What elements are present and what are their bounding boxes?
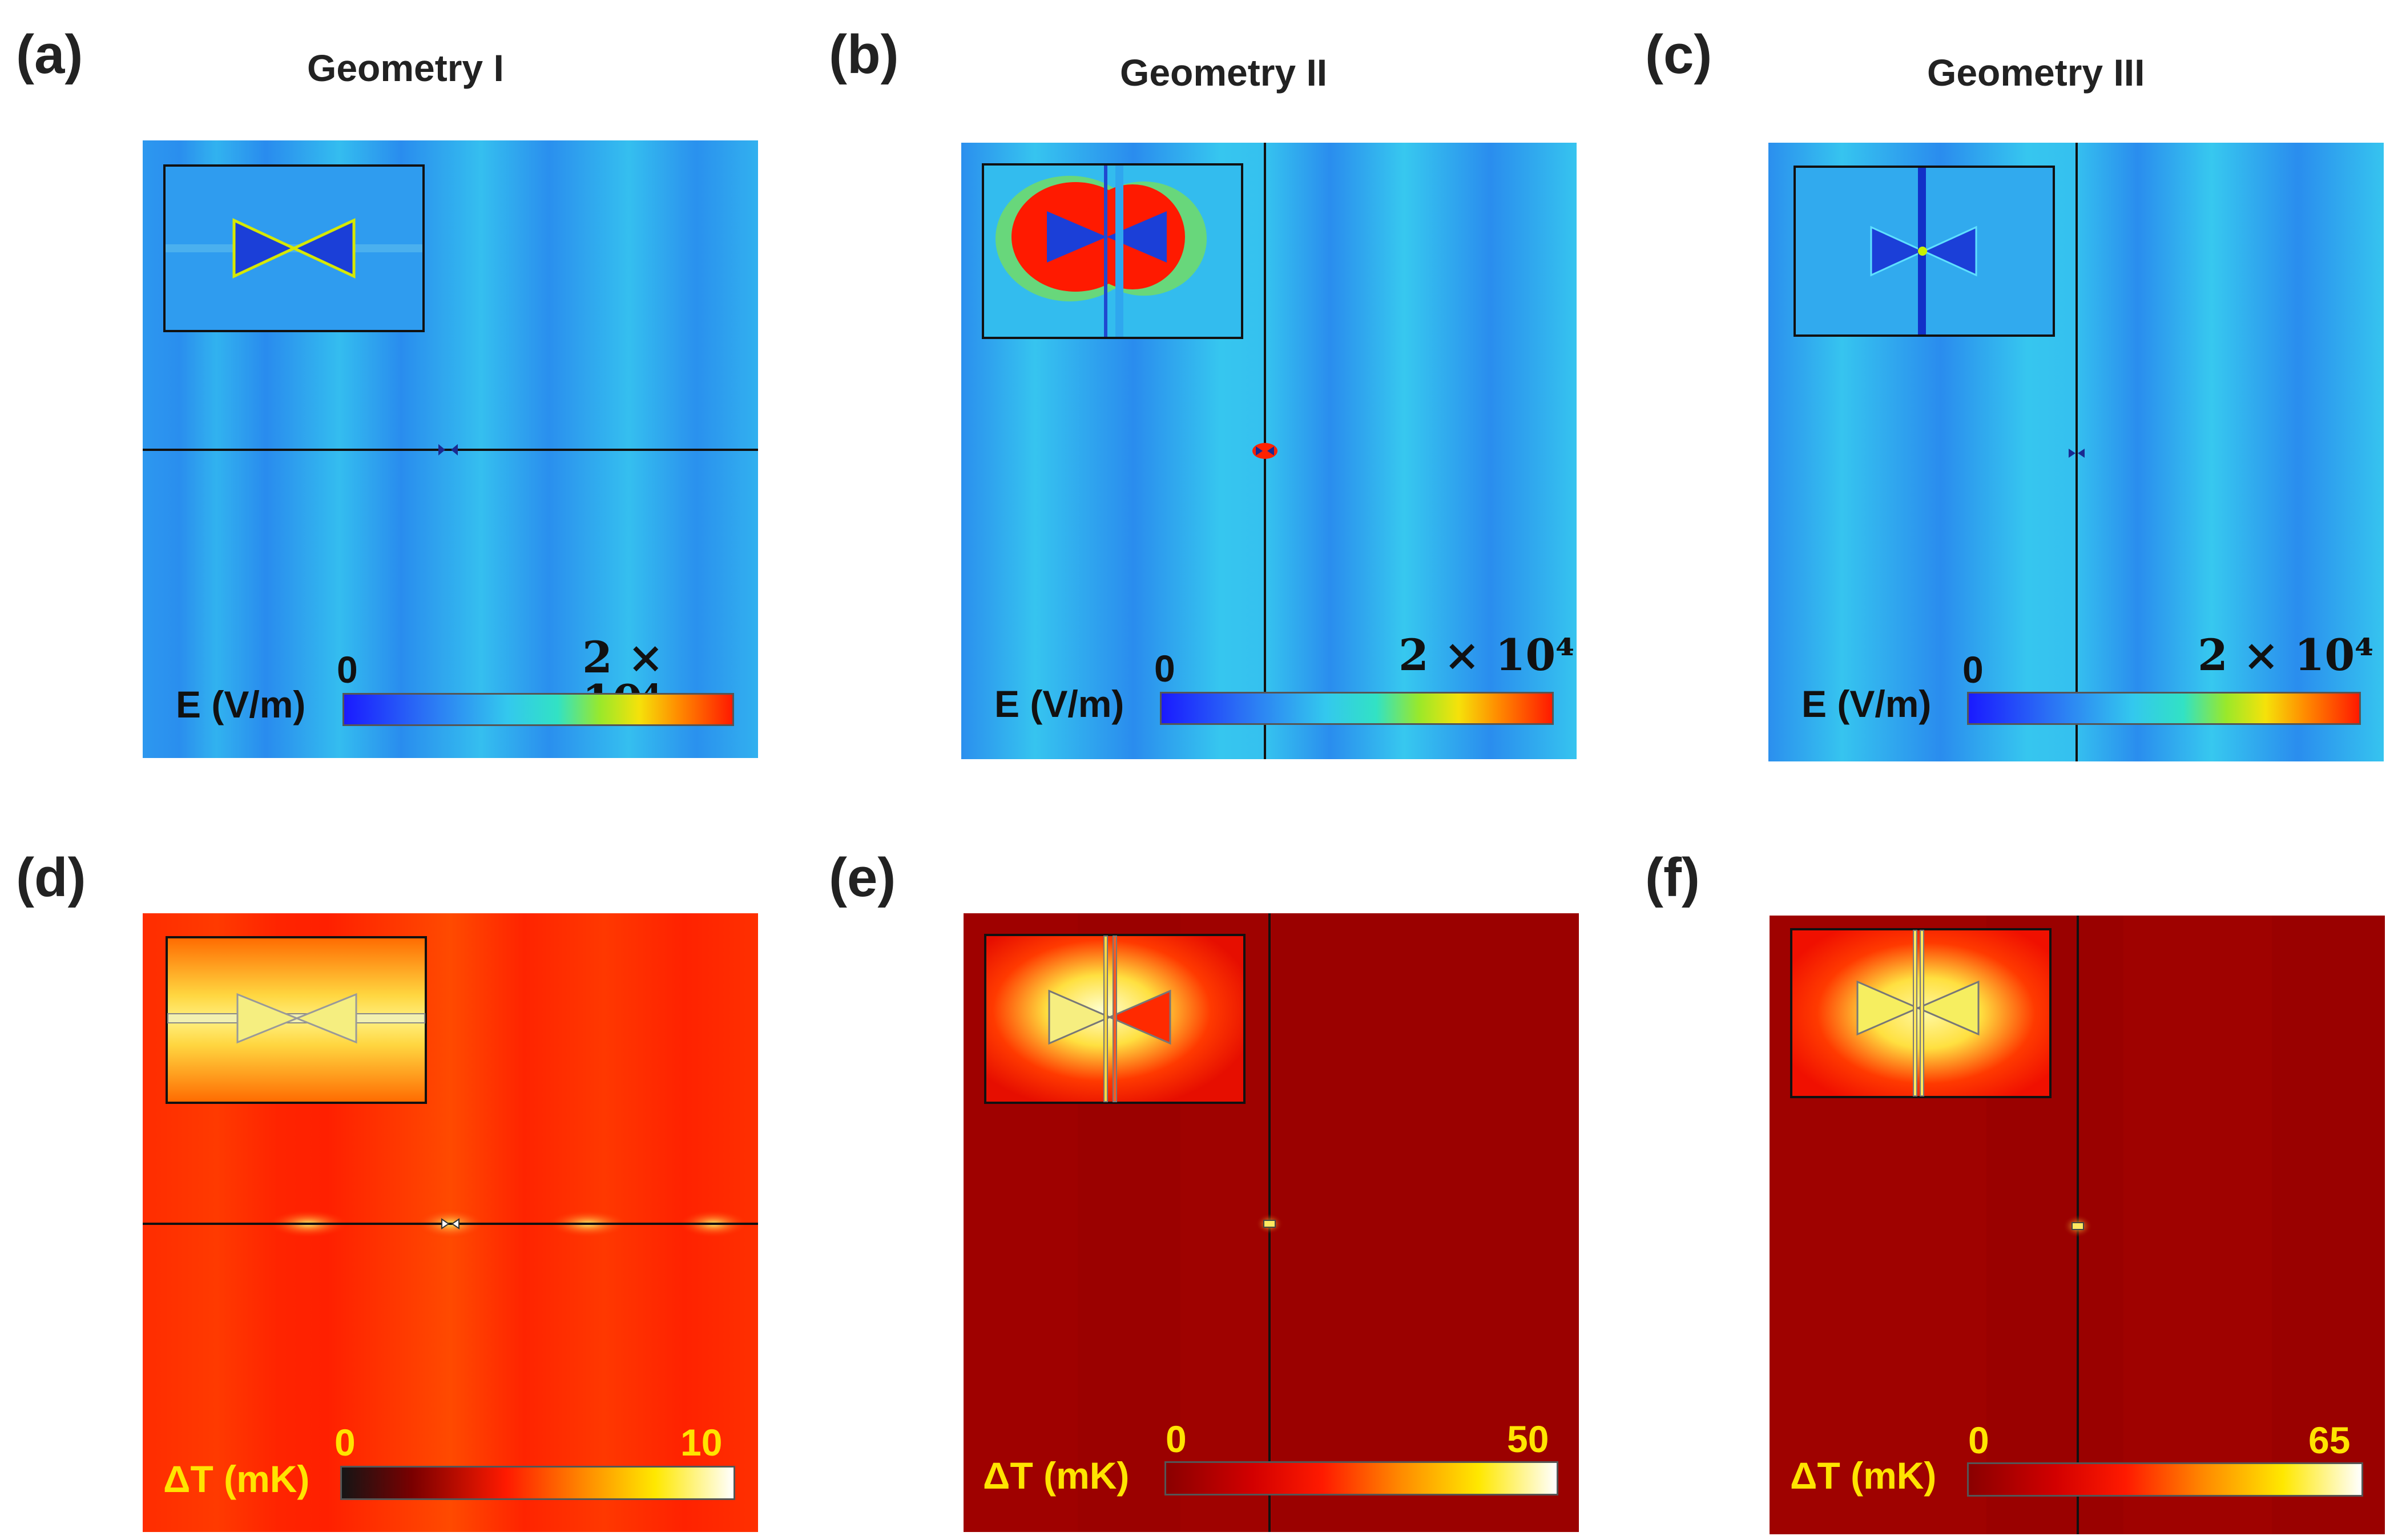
colorbar-min-a: 0 [337, 648, 358, 691]
colorbar-min-c: 0 [1962, 648, 1984, 691]
temperature-map-geometry-3: ΔT (mK) 0 65 [1770, 916, 2385, 1534]
colorbar-max-c: 2 × 10⁴ [2198, 630, 2374, 680]
colorbar-quantity-c: E (V/m) [1801, 683, 1932, 725]
colorbar-quantity-b: E (V/m) [994, 683, 1125, 725]
temperature-map-geometry-2: ΔT (mK) 0 50 [964, 913, 1579, 1532]
panel-label-e: (e) [829, 847, 896, 908]
panel-title-b: Geometry II [1120, 51, 1328, 94]
colorbar-quantity-e: ΔT (mK) [983, 1454, 1130, 1497]
colorbar-quantity-a: E (V/m) [176, 683, 306, 725]
colorbar-e-field-a [342, 693, 734, 726]
colorbar-temperature-d [340, 1466, 735, 1500]
colorbar-quantity-f: ΔT (mK) [1790, 1454, 1937, 1497]
panel-label-a: (a) [16, 24, 83, 85]
panel-label-f: (f) [1645, 847, 1700, 908]
colorbar-min-d: 0 [334, 1421, 356, 1464]
panel-label-c: (c) [1645, 24, 1712, 85]
panel-title-a: Geometry I [307, 47, 504, 89]
colorbar-min-b: 0 [1154, 647, 1175, 690]
efield-map-geometry-3: E (V/m) 0 2 × 10⁴ [1768, 143, 2384, 761]
colorbar-max-f: 65 [2308, 1419, 2351, 1461]
colorbar-temperature-e [1164, 1461, 1558, 1495]
efield-map-geometry-2: E (V/m) 0 2 × 10⁴ [961, 143, 1577, 759]
colorbar-max-e: 50 [1507, 1418, 1549, 1460]
temperature-map-geometry-1: ΔT (mK) 0 10 [143, 913, 758, 1532]
colorbar-min-f: 0 [1968, 1419, 1989, 1461]
panel-title-c: Geometry III [1927, 51, 2145, 94]
colorbar-temperature-f [1967, 1462, 2363, 1497]
efield-map-geometry-1: E (V/m) 0 2 × 10⁴ [143, 140, 758, 758]
colorbar-min-e: 0 [1166, 1418, 1187, 1460]
panel-label-d: (d) [16, 847, 86, 908]
colorbar-e-field-c [1967, 692, 2361, 725]
colorbar-max-d: 10 [680, 1421, 723, 1464]
colorbar-max-b: 2 × 10⁴ [1399, 630, 1575, 680]
panel-label-b: (b) [829, 24, 899, 85]
colorbar-quantity-d: ΔT (mK) [163, 1458, 310, 1500]
colorbar-e-field-b [1160, 692, 1554, 725]
